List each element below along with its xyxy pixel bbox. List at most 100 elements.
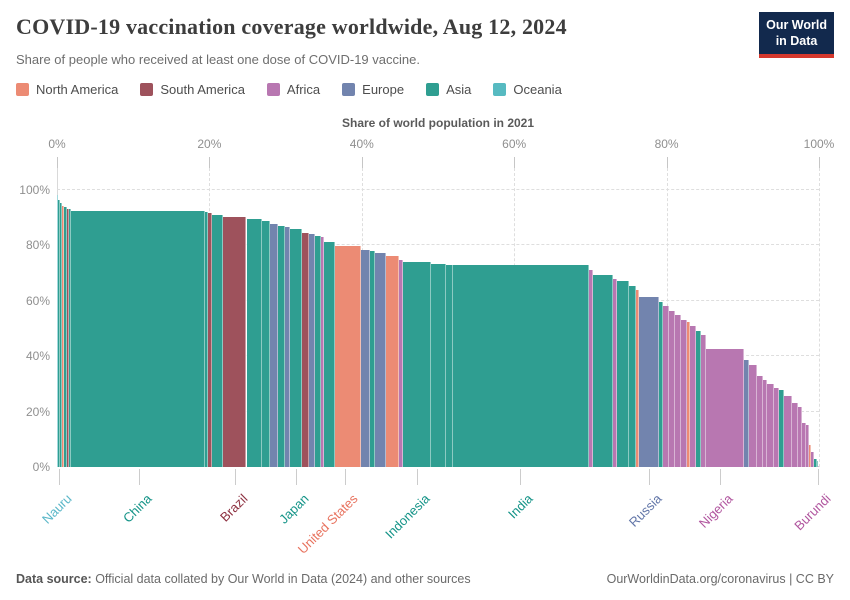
bar[interactable] [246,219,262,467]
bar[interactable] [801,422,806,467]
legend-item-europe[interactable]: Europe [342,82,404,97]
bar[interactable] [593,275,614,467]
legend-item-north-america[interactable]: North America [16,82,118,97]
country-tick-mark [295,469,297,485]
bar[interactable] [757,375,764,467]
bar[interactable] [810,451,814,467]
y-tick-label: 80% [25,238,50,253]
bar[interactable] [749,365,758,467]
owid-logo[interactable]: Our World in Data [759,12,834,59]
bar[interactable] [60,203,63,467]
bar[interactable] [308,234,315,467]
bar[interactable] [205,211,209,467]
x-tick-label: 0% [48,137,66,151]
bar[interactable] [701,335,707,467]
data-source-label: Data source: [16,572,92,586]
bar[interactable] [374,252,386,467]
bar[interactable] [66,208,70,467]
horizontal-gridline [57,189,819,190]
x-tick-mark [514,157,516,168]
bar[interactable] [58,200,61,467]
page-title: COVID-19 vaccination coverage worldwide,… [16,14,567,39]
bar[interactable] [808,444,811,467]
bar[interactable] [64,207,67,467]
country-tick-mark [818,469,820,485]
bar[interactable] [636,289,640,467]
bar-indonesia[interactable] [402,262,431,467]
x-tick-mark [666,157,668,168]
bar[interactable] [659,302,664,467]
bar[interactable] [629,285,637,467]
country-label-india: India [505,491,536,522]
bar[interactable] [284,227,290,467]
legend-swatch-europe [342,83,356,96]
data-source-text: Official data collated by Our World in D… [91,572,471,586]
bar[interactable] [681,320,688,467]
bar[interactable] [589,270,594,467]
legend-item-asia[interactable]: Asia [426,82,471,97]
bar[interactable] [675,314,682,467]
bar[interactable] [269,224,278,467]
bar-brazil[interactable] [223,216,247,467]
country-label-nigeria: Nigeria [695,491,736,531]
bar[interactable] [687,322,691,467]
legend-item-africa[interactable]: Africa [266,82,320,97]
x-axis-tick-labels: 0% 20% 40% 60% 80% 100% [48,137,834,152]
bar[interactable] [797,407,802,467]
legend-item-oceania[interactable]: Oceania [493,82,562,97]
bar[interactable] [744,360,750,467]
country-label-japan: Japan [275,491,312,527]
legend-label: Asia [446,82,472,97]
bar[interactable] [398,259,403,467]
country-label-indonesia: Indonesia [381,491,433,542]
bar[interactable] [430,263,446,467]
bar[interactable] [320,237,324,467]
bar[interactable] [669,310,676,467]
bar[interactable] [783,396,792,467]
bar[interactable] [663,306,670,467]
bar[interactable] [69,209,71,467]
legend-swatch-africa [266,83,280,96]
y-tick-label: 20% [25,404,50,419]
bar[interactable] [62,206,65,467]
x-tick-label: 80% [654,137,679,151]
legend-swatch-oceania [493,83,507,96]
bar[interactable] [261,221,270,467]
bar[interactable] [816,461,819,467]
bar-japan[interactable] [289,229,302,467]
bar[interactable] [212,214,224,467]
y-tick-label: 0% [32,460,50,474]
bar-nigeria[interactable] [706,349,745,467]
bar-china[interactable] [71,210,206,467]
bar[interactable] [323,242,335,467]
bar[interactable] [617,281,630,467]
bar[interactable] [301,232,309,467]
bar[interactable] [445,264,453,467]
bar[interactable] [791,403,798,467]
bar[interactable] [696,331,702,467]
bar[interactable] [778,390,784,467]
bar[interactable] [385,255,399,467]
bar[interactable] [763,379,768,467]
bar[interactable] [813,458,817,467]
bar-russia[interactable] [639,296,660,467]
license-link[interactable]: OurWorldinData.org/coronavirus | CC BY [606,572,834,586]
bar-united-states[interactable] [334,246,361,467]
bar[interactable] [690,325,697,467]
bar[interactable] [277,225,285,467]
country-label-china: China [119,491,155,526]
bar[interactable] [767,383,774,467]
bar[interactable] [314,235,321,467]
bar-burundi[interactable] [818,465,819,467]
bar-nauru[interactable] [57,195,59,467]
legend-item-south-america[interactable]: South America [140,82,245,97]
x-axis-title: Share of world population in 2021 [341,116,535,130]
bar-india[interactable] [452,265,589,467]
country-labels-area: Nauru China Brazil Japan United States Indone… [38,469,834,557]
bar[interactable] [208,213,213,467]
bar[interactable] [369,250,375,467]
bar[interactable] [805,425,809,467]
bar[interactable] [613,278,618,467]
bar[interactable] [773,387,779,467]
bar[interactable] [360,249,370,467]
